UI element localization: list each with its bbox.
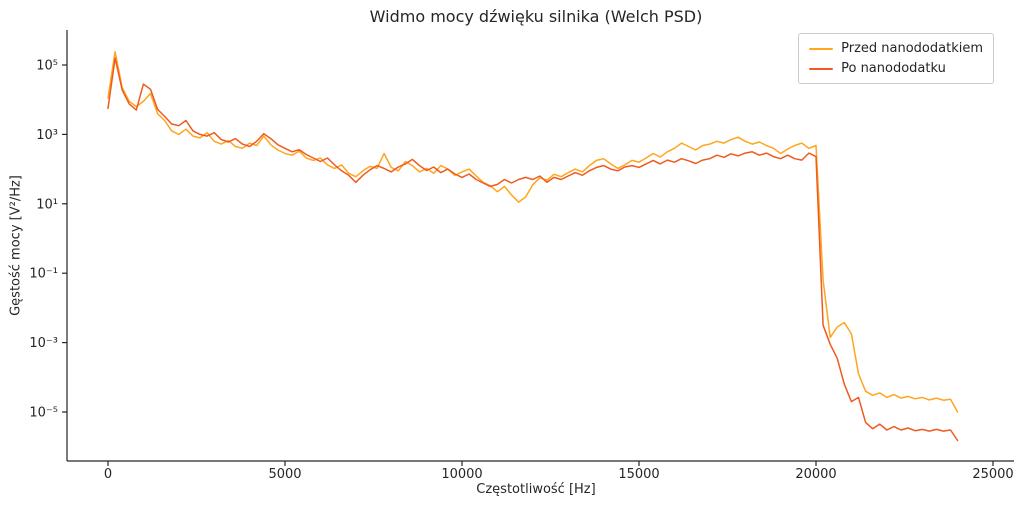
y-tick-label: 10⁵ bbox=[36, 59, 58, 74]
y-tick-label: 10⁻¹ bbox=[29, 267, 58, 282]
y-tick-label: 10¹ bbox=[36, 197, 58, 212]
y-tick-label: 10⁻⁵ bbox=[29, 406, 58, 421]
legend-item-po: Po nanododatku bbox=[809, 61, 983, 76]
legend: Przed nanododatkiem Po nanododatku bbox=[798, 33, 994, 84]
chart-title: Widmo mocy dźwięku silnika (Welch PSD) bbox=[369, 7, 703, 26]
x-tick-label: 5000 bbox=[268, 467, 301, 482]
y-tick-label: 10⁻³ bbox=[29, 336, 58, 351]
series-lines bbox=[107, 51, 959, 442]
y-tick-label: 10³ bbox=[36, 128, 58, 143]
y-axis-label: Gęstość mocy [V²/Hz] bbox=[8, 175, 24, 316]
series-line-po bbox=[107, 57, 959, 442]
series-line-przed bbox=[107, 51, 959, 413]
legend-label-przed: Przed nanododatkiem bbox=[841, 41, 983, 56]
x-tick-label: 25000 bbox=[972, 467, 1013, 482]
legend-swatch-po-line bbox=[809, 67, 834, 70]
legend-label-po: Po nanododatku bbox=[841, 61, 946, 76]
legend-swatch-przed-line bbox=[809, 47, 834, 50]
x-tick-label: 20000 bbox=[795, 467, 836, 482]
legend-item-przed: Przed nanododatkiem bbox=[809, 41, 983, 56]
x-tick-label: 10000 bbox=[441, 467, 482, 482]
x-axis-label: Częstotliwość [Hz] bbox=[476, 482, 596, 497]
x-axis-ticks: 0 5000 10000 15000 20000 25000 bbox=[104, 461, 1014, 482]
x-tick-label: 15000 bbox=[618, 467, 659, 482]
x-tick-label: 0 bbox=[104, 467, 112, 482]
y-axis-ticks: 10⁵ 10³ 10¹ 10⁻¹ 10⁻³ 10⁻⁵ bbox=[29, 59, 67, 421]
